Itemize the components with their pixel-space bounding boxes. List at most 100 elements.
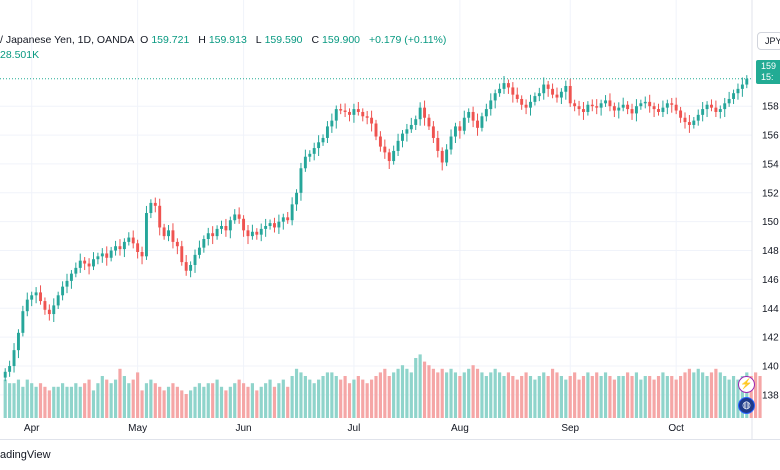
candle[interactable] xyxy=(476,113,479,136)
candle[interactable] xyxy=(74,262,78,278)
candle[interactable] xyxy=(220,220,223,234)
candle[interactable] xyxy=(197,240,201,259)
candle[interactable] xyxy=(277,214,281,234)
candle[interactable] xyxy=(665,99,669,115)
candle[interactable] xyxy=(405,123,409,142)
candle[interactable] xyxy=(334,105,338,129)
candle[interactable] xyxy=(69,270,73,289)
candle[interactable] xyxy=(564,80,568,100)
candle[interactable] xyxy=(339,103,343,115)
candle[interactable] xyxy=(312,142,316,161)
candle[interactable] xyxy=(687,114,691,133)
candle[interactable] xyxy=(215,225,219,240)
candle[interactable] xyxy=(740,77,744,97)
candle[interactable] xyxy=(131,230,135,249)
candle[interactable] xyxy=(643,96,647,109)
candle[interactable] xyxy=(118,239,122,256)
candle[interactable] xyxy=(233,209,237,224)
candle[interactable] xyxy=(630,103,634,120)
candle[interactable] xyxy=(732,89,736,105)
candle[interactable] xyxy=(414,115,418,131)
candle[interactable] xyxy=(352,103,356,123)
candle[interactable] xyxy=(167,224,170,242)
candle[interactable] xyxy=(317,135,321,156)
candle[interactable] xyxy=(25,292,29,317)
candle[interactable] xyxy=(674,97,678,115)
candle[interactable] xyxy=(21,305,25,337)
candle[interactable] xyxy=(652,102,656,118)
candle[interactable] xyxy=(573,99,577,112)
candle[interactable] xyxy=(193,249,197,273)
symbol-button[interactable]: JPY xyxy=(757,32,780,50)
candle[interactable] xyxy=(162,223,166,240)
candle[interactable] xyxy=(145,205,148,260)
candle[interactable] xyxy=(577,100,581,116)
candle[interactable] xyxy=(387,148,391,169)
candle[interactable] xyxy=(100,248,104,263)
candle[interactable] xyxy=(418,102,422,126)
candle[interactable] xyxy=(484,103,488,122)
candle[interactable] xyxy=(184,255,188,276)
candle[interactable] xyxy=(427,114,431,131)
candle[interactable] xyxy=(648,94,652,113)
candle[interactable] xyxy=(604,95,607,107)
candle[interactable] xyxy=(612,102,616,118)
candle[interactable] xyxy=(378,131,382,152)
candle[interactable] xyxy=(308,150,312,162)
candle[interactable] xyxy=(175,238,179,255)
candle[interactable] xyxy=(436,130,440,158)
candle[interactable] xyxy=(586,101,590,116)
candle[interactable] xyxy=(498,83,502,97)
candle[interactable] xyxy=(65,273,69,294)
globe-icon[interactable]: ◍ xyxy=(738,397,755,414)
candle[interactable] xyxy=(361,108,365,122)
candle[interactable] xyxy=(453,122,457,144)
candle[interactable] xyxy=(515,87,519,103)
candle[interactable] xyxy=(370,110,374,132)
candle[interactable] xyxy=(714,100,718,118)
candle[interactable] xyxy=(467,108,471,123)
candle[interactable] xyxy=(392,145,396,165)
candle[interactable] xyxy=(511,82,515,103)
candle[interactable] xyxy=(546,80,550,97)
candle[interactable] xyxy=(3,368,7,382)
candle[interactable] xyxy=(718,105,722,119)
candle[interactable] xyxy=(83,257,87,271)
candle[interactable] xyxy=(670,97,674,113)
candle[interactable] xyxy=(224,218,228,237)
candle[interactable] xyxy=(206,227,210,246)
candle[interactable] xyxy=(692,117,696,129)
candle[interactable] xyxy=(34,287,38,304)
candle[interactable] xyxy=(153,197,157,213)
candle[interactable] xyxy=(559,88,563,105)
candle[interactable] xyxy=(727,91,731,107)
candle[interactable] xyxy=(127,232,131,246)
candle[interactable] xyxy=(281,213,285,230)
candle[interactable] xyxy=(599,99,603,116)
candle[interactable] xyxy=(158,198,162,236)
candle[interactable] xyxy=(114,240,118,256)
candle[interactable] xyxy=(449,129,453,155)
candle[interactable] xyxy=(61,281,65,301)
candle[interactable] xyxy=(105,246,109,266)
candle[interactable] xyxy=(537,87,541,102)
candle[interactable] xyxy=(520,95,524,110)
candle[interactable] xyxy=(506,79,510,94)
candle[interactable] xyxy=(568,78,572,107)
candle[interactable] xyxy=(524,99,528,115)
candle[interactable] xyxy=(122,238,126,258)
candle[interactable] xyxy=(290,197,294,226)
candle[interactable] xyxy=(321,134,325,146)
candle[interactable] xyxy=(683,112,687,129)
candle[interactable] xyxy=(259,223,263,242)
candle[interactable] xyxy=(409,117,413,133)
candle[interactable] xyxy=(286,212,290,224)
candle[interactable] xyxy=(348,108,351,122)
candle[interactable] xyxy=(595,99,599,115)
candle[interactable] xyxy=(440,147,444,171)
candle[interactable] xyxy=(189,261,193,278)
candle[interactable] xyxy=(634,99,638,122)
candle[interactable] xyxy=(710,99,713,112)
candle[interactable] xyxy=(736,83,740,100)
candle[interactable] xyxy=(109,246,113,262)
